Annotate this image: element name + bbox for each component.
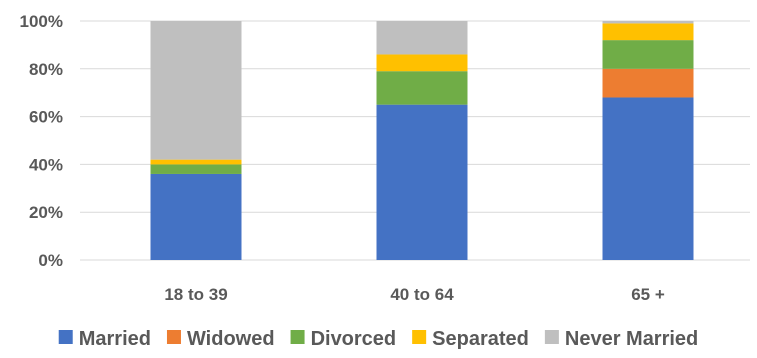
x-category-label: 40 to 64 <box>390 285 454 304</box>
y-tick-label: 100% <box>20 12 63 31</box>
legend-label: Divorced <box>311 328 397 350</box>
legend-swatch <box>544 330 559 344</box>
legend-swatch <box>412 330 427 344</box>
y-tick-label: 0% <box>38 251 63 270</box>
legend-swatch <box>58 330 73 344</box>
legend-swatch <box>290 330 305 344</box>
y-axis-tick-labels: 0% 20% 40% 60% 80% 100% <box>20 12 63 270</box>
x-category-label: 18 to 39 <box>164 285 227 304</box>
y-tick-label: 20% <box>29 203 63 222</box>
bar-segment-married <box>602 97 694 260</box>
y-tick-label: 40% <box>29 155 63 174</box>
bar-segment-never-married <box>150 21 242 160</box>
legend-item: Widowed <box>166 328 275 350</box>
y-tick-label: 60% <box>29 108 63 127</box>
bar-segment-divorced <box>376 71 468 105</box>
bar-segment-separated <box>376 54 468 72</box>
y-tick-label: 80% <box>29 60 63 79</box>
bar-segment-divorced <box>602 40 694 69</box>
legend-item: Separated <box>412 328 529 350</box>
legend-item: Married <box>58 328 151 350</box>
legend-label: Married <box>79 328 151 350</box>
bar-segment-married <box>150 173 242 260</box>
bar-segment-widowed <box>602 68 694 98</box>
legend-item: Divorced <box>290 328 397 350</box>
legend-label: Separated <box>432 328 529 350</box>
legend-label: Never Married <box>565 328 698 350</box>
legend-swatch <box>166 330 181 344</box>
x-category-label: 65 + <box>631 285 665 304</box>
bar-segment-never-married <box>602 21 694 24</box>
bars <box>150 21 694 261</box>
bar-segment-never-married <box>376 21 468 55</box>
bar-segment-married <box>376 104 468 261</box>
legend-label: Widowed <box>187 328 275 350</box>
legend-item: Never Married <box>544 328 698 350</box>
bar-segment-separated <box>602 23 694 41</box>
bar-segment-divorced <box>150 164 242 174</box>
x-axis-category-labels: 18 to 39 40 to 64 65 + <box>164 285 665 304</box>
bar-segment-separated <box>150 159 242 165</box>
legend: Married Widowed Divorced Separated Never Mar… <box>58 328 698 350</box>
